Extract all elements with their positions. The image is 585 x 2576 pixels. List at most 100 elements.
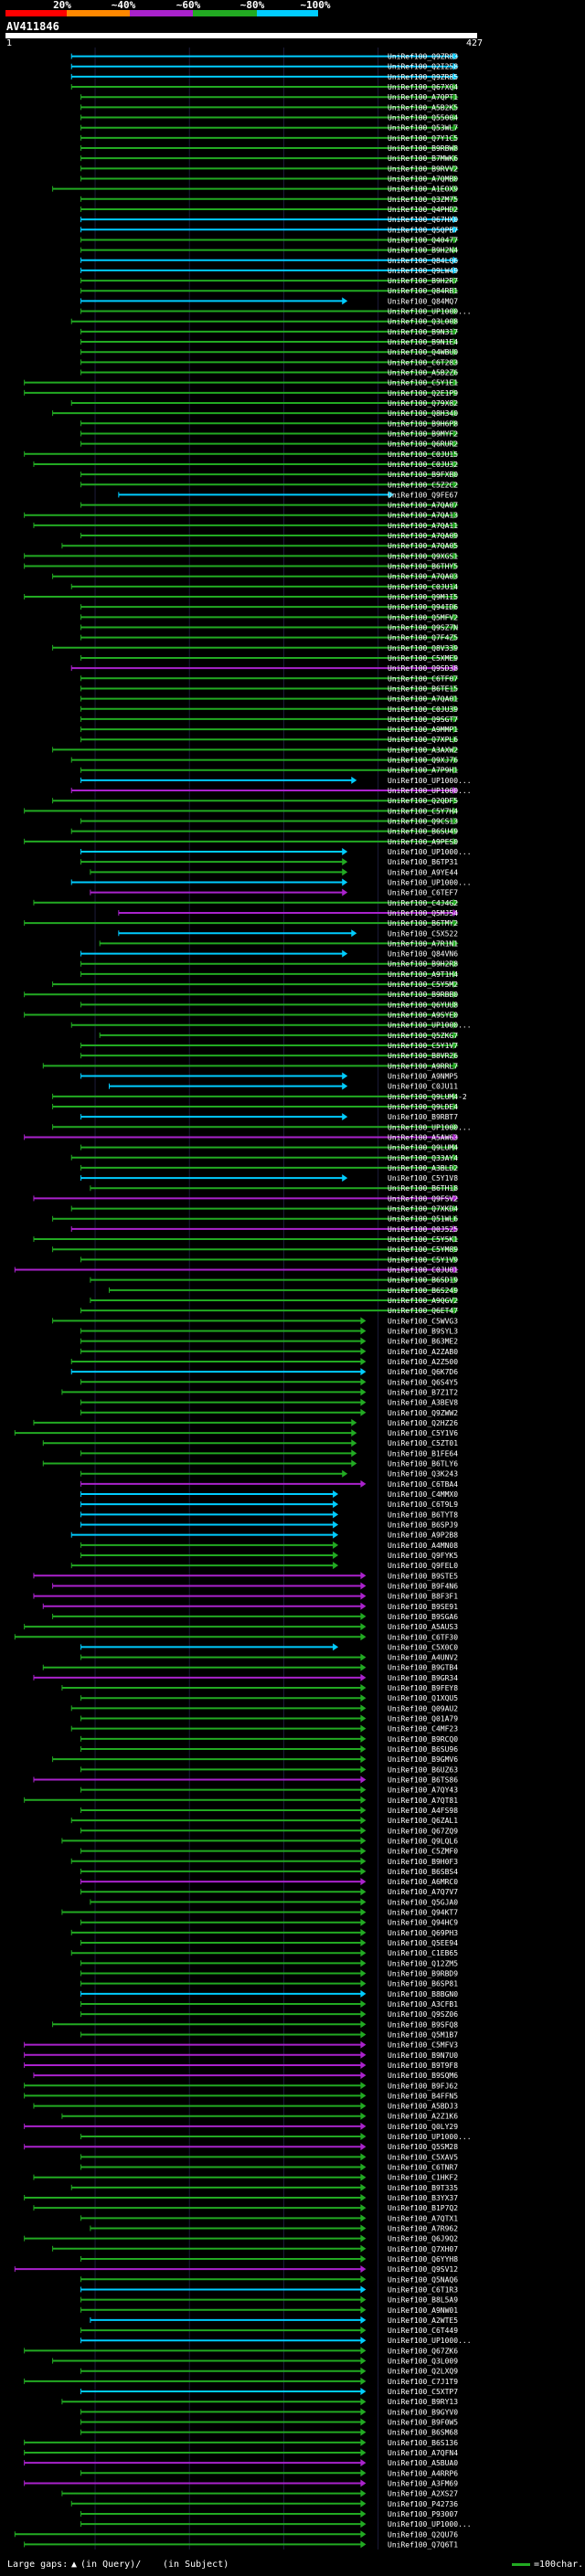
hit-label[interactable]: UniRef100_A7QT81: [388, 1797, 458, 1805]
hit-label[interactable]: UniRef100_Q4PHD2: [388, 206, 458, 214]
hit-label[interactable]: UniRef100_A7QA01: [388, 695, 458, 704]
hit-label[interactable]: UniRef100_Q9LUM4-2: [388, 1093, 467, 1101]
hit-label[interactable]: UniRef100_A3BEV8: [388, 1399, 458, 1407]
hit-label[interactable]: UniRef100_B9SGA6: [388, 1613, 458, 1621]
hit-label[interactable]: UniRef100_B4FFN5: [388, 2092, 458, 2100]
hit-label[interactable]: UniRef100_B8F3F1: [388, 1593, 458, 1601]
hit-label[interactable]: UniRef100_Q9M1I5: [388, 593, 458, 601]
hit-label[interactable]: UniRef100_Q9ZWW2: [388, 1409, 458, 1417]
hit-label[interactable]: UniRef100_C5XME9: [388, 654, 458, 663]
hit-label[interactable]: UniRef100_Q2QDF5: [388, 797, 458, 805]
hit-label[interactable]: UniRef100_A9SYE0: [388, 1012, 458, 1020]
hit-label[interactable]: UniRef100_Q9ZR85: [388, 73, 458, 81]
hit-label[interactable]: UniRef100_Q7F4Z5: [388, 634, 458, 642]
hit-label[interactable]: UniRef100_Q9FSV2: [388, 1194, 458, 1203]
hit-label[interactable]: UniRef100_UP1000...: [388, 308, 472, 316]
hit-label[interactable]: UniRef100_A5BUA0: [388, 2459, 458, 2467]
hit-label[interactable]: UniRef100_C6TF07: [388, 674, 458, 683]
hit-label[interactable]: UniRef100_C0JU01: [388, 1267, 458, 1275]
hit-label[interactable]: UniRef100_A2ZAB0: [388, 1348, 458, 1356]
hit-label[interactable]: UniRef100_A7Q7V7: [388, 1888, 458, 1896]
hit-label[interactable]: UniRef100_B9RVV2: [388, 164, 458, 173]
hit-label[interactable]: UniRef100_Q5GJA0: [388, 1898, 458, 1906]
hit-label[interactable]: UniRef100_B9FEY8: [388, 1684, 458, 1692]
hit-label[interactable]: UniRef100_B6TH18: [388, 1184, 458, 1193]
hit-label[interactable]: UniRef100_A3BLD2: [388, 1164, 458, 1172]
hit-label[interactable]: UniRef100_A7R1N1: [388, 939, 458, 948]
hit-label[interactable]: UniRef100_B9MYF2: [388, 429, 458, 438]
hit-label[interactable]: UniRef100_A7QA09: [388, 532, 458, 540]
hit-label[interactable]: UniRef100_UP1000...: [388, 1022, 472, 1030]
hit-label[interactable]: UniRef100_A9RRL7: [388, 1062, 458, 1070]
hit-label[interactable]: UniRef100_Q6K7D6: [388, 1368, 458, 1376]
hit-label[interactable]: UniRef100_B9RBB0: [388, 991, 458, 999]
hit-label[interactable]: UniRef100_B9T9F8: [388, 2062, 458, 2070]
hit-label[interactable]: UniRef100_A2XS27: [388, 2490, 458, 2498]
hit-label[interactable]: UniRef100_B6SU49: [388, 828, 458, 836]
hit-label[interactable]: UniRef100_C5Y1V8: [388, 1174, 458, 1182]
hit-label[interactable]: UniRef100_B9GTB4: [388, 1664, 458, 1672]
hit-label[interactable]: UniRef100_B9H6P8: [388, 419, 458, 428]
hit-label[interactable]: UniRef100_A4FS98: [388, 1807, 458, 1815]
hit-label[interactable]: UniRef100_B8L5A9: [388, 2296, 458, 2305]
hit-label[interactable]: UniRef100_A5B2Z6: [388, 369, 458, 377]
hit-label[interactable]: UniRef100_C0JU32: [388, 461, 458, 469]
hit-label[interactable]: UniRef100_Q5NAQ6: [388, 2275, 458, 2284]
hit-label[interactable]: UniRef100_C5Z2C2: [388, 481, 458, 489]
hit-label[interactable]: UniRef100_Q55004: [388, 114, 458, 122]
hit-label[interactable]: UniRef100_C5ZT01: [388, 1439, 458, 1447]
hit-label[interactable]: UniRef100_Q9SV12: [388, 2265, 458, 2274]
hit-label[interactable]: UniRef100_Q2LXQ9: [388, 2368, 458, 2376]
hit-label[interactable]: UniRef100_A6MRC0: [388, 1878, 458, 1886]
hit-label[interactable]: UniRef100_UP1000...: [388, 2520, 472, 2528]
hit-label[interactable]: UniRef100_Q7Y1C5: [388, 134, 458, 143]
hit-label[interactable]: UniRef100_Q4WBU0: [388, 348, 458, 356]
hit-label[interactable]: UniRef100_Q5M1B7: [388, 2030, 458, 2039]
hit-label[interactable]: UniRef100_B6UZ63: [388, 1765, 458, 1774]
hit-label[interactable]: UniRef100_B9FXB0: [388, 471, 458, 479]
hit-label[interactable]: UniRef100_B9RBT7: [388, 1113, 458, 1121]
hit-label[interactable]: UniRef100_B9T335: [388, 2184, 458, 2192]
hit-label[interactable]: UniRef100_C5Y1V7: [388, 1042, 458, 1050]
hit-label[interactable]: UniRef100_C4MF23: [388, 1725, 458, 1733]
hit-label[interactable]: UniRef100_A5B2K5: [388, 103, 458, 111]
hit-label[interactable]: UniRef100_A7QPT1: [388, 93, 458, 101]
hit-label[interactable]: UniRef100_Q3L009: [388, 2358, 458, 2366]
hit-label[interactable]: UniRef100_A1EOX9: [388, 186, 458, 194]
hit-label[interactable]: UniRef100_C5MFV3: [388, 2041, 458, 2050]
hit-label[interactable]: UniRef100_Q67XQ4: [388, 83, 458, 91]
hit-label[interactable]: UniRef100_Q9LQL6: [388, 1837, 458, 1845]
hit-label[interactable]: UniRef100_A4MN08: [388, 1542, 458, 1550]
hit-label[interactable]: UniRef100_C6T283: [388, 358, 458, 366]
hit-label[interactable]: UniRef100_Q79X82: [388, 399, 458, 408]
hit-label[interactable]: UniRef100_UP1000...: [388, 2337, 472, 2345]
hit-label[interactable]: UniRef100_Q2QU76: [388, 2530, 458, 2539]
hit-label[interactable]: UniRef100_C5Y1V6: [388, 1429, 458, 1437]
hit-label[interactable]: UniRef100_A9PES0: [388, 838, 458, 846]
hit-label[interactable]: UniRef100_C6TF30: [388, 1633, 458, 1641]
hit-label[interactable]: UniRef100_Q9FEL0: [388, 1562, 458, 1570]
hit-label[interactable]: UniRef100_Q9FYK5: [388, 1552, 458, 1560]
hit-label[interactable]: UniRef100_Q5QPB7: [388, 226, 458, 234]
hit-label[interactable]: UniRef100_B1FE64: [388, 1449, 458, 1458]
hit-label[interactable]: UniRef100_A7QA07: [388, 502, 458, 510]
hit-label[interactable]: UniRef100_B6TE15: [388, 684, 458, 693]
hit-label[interactable]: UniRef100_B6TLY6: [388, 1460, 458, 1468]
hit-label[interactable]: UniRef100_Q0LY29: [388, 2123, 458, 2131]
hit-label[interactable]: UniRef100_B9F0W5: [388, 2419, 458, 2427]
hit-label[interactable]: UniRef100_UP1000...: [388, 787, 472, 795]
hit-label[interactable]: UniRef100_Q94HC9: [388, 1919, 458, 1927]
hit-label[interactable]: UniRef100_A9MMP1: [388, 726, 458, 734]
hit-label[interactable]: UniRef100_Q09AU2: [388, 1704, 458, 1712]
hit-label[interactable]: UniRef100_B6SP81: [388, 1980, 458, 1988]
hit-label[interactable]: UniRef100_A2Z1K6: [388, 2113, 458, 2121]
hit-label[interactable]: UniRef100_A2Z500: [388, 1358, 458, 1366]
hit-label[interactable]: UniRef100_A7QA13: [388, 512, 458, 520]
hit-label[interactable]: UniRef100_A3AXW2: [388, 746, 458, 754]
hit-label[interactable]: UniRef100_Q9LUM4: [388, 1144, 458, 1152]
hit-label[interactable]: UniRef100_Q5MFV2: [388, 613, 458, 621]
hit-label[interactable]: UniRef100_Q5ZKG7: [388, 1032, 458, 1040]
hit-label[interactable]: UniRef100_B9RCQ0: [388, 1735, 458, 1744]
hit-label[interactable]: UniRef100_Q53WL7: [388, 124, 458, 133]
hit-label[interactable]: UniRef100_C5X522: [388, 929, 458, 938]
